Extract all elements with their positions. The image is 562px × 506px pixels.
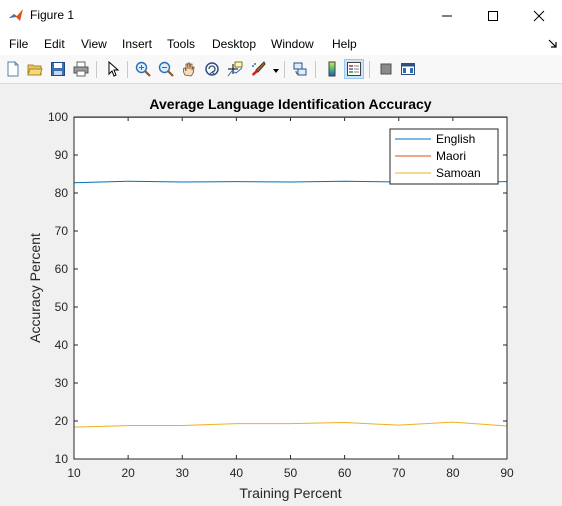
brush-icon <box>252 61 266 76</box>
legend[interactable]: English Maori Samoan <box>389 128 499 185</box>
matlab-logo-icon <box>9 9 23 21</box>
y-tick-label: 20 <box>55 414 69 428</box>
axes-box <box>73 116 508 460</box>
plot-area[interactable]: 10 20 30 40 50 60 70 80 90102030405060708090100 … <box>0 84 562 506</box>
window-title: Figure 1 <box>30 8 75 22</box>
x-tick-label: 70 <box>392 466 406 480</box>
x-tick-label: 10 <box>67 466 81 480</box>
data-cursor-icon <box>227 61 243 77</box>
zoom-out-icon <box>158 61 174 77</box>
series-line-samoan <box>73 421 508 428</box>
data-cursor-button[interactable] <box>225 59 245 79</box>
figure-canvas: 10 20 30 40 50 60 70 80 90 10 20 30 40 50 60 70 80 90 100 … <box>0 84 562 506</box>
minimize-button[interactable] <box>424 0 470 31</box>
pointer-icon <box>108 61 120 77</box>
link-plot-button[interactable] <box>290 59 310 79</box>
hide-plot-tools-icon <box>380 63 392 75</box>
link-plot-icon <box>293 62 307 76</box>
menu-edit[interactable]: Edit <box>44 37 65 51</box>
save-button[interactable] <box>48 59 68 79</box>
y-tick-label: 70 <box>55 224 69 238</box>
rotate-3d-button[interactable] <box>202 59 222 79</box>
new-figure-button[interactable] <box>3 59 23 79</box>
legend-icon <box>347 62 361 76</box>
x-tick-label: 60 <box>338 466 352 480</box>
x-axis-label: Training Percent <box>239 485 341 501</box>
close-button[interactable] <box>516 0 562 31</box>
maximize-icon <box>488 10 498 21</box>
zoom-in-icon <box>135 61 151 77</box>
y-tick-label: 10 <box>55 452 69 466</box>
rotate-3d-icon <box>205 62 219 76</box>
x-tick-label: 80 <box>446 466 460 480</box>
y-axis-label: Accuracy Percent <box>27 233 43 343</box>
y-tick-label: 100 <box>48 110 68 124</box>
y-tick-label: 50 <box>55 300 69 314</box>
legend-label-maori: Maori <box>436 149 466 163</box>
print-button[interactable] <box>71 59 91 79</box>
menu-view[interactable]: View <box>81 37 107 51</box>
axis-ticks: 10 20 30 40 50 60 70 80 90 10 20 30 40 50 60 70 80 90 100 <box>48 110 514 480</box>
open-file-button[interactable] <box>25 59 45 79</box>
zoom-out-button[interactable] <box>156 59 176 79</box>
y-tick-label: 40 <box>55 338 69 352</box>
legend-label-english: English <box>436 132 475 146</box>
menu-tools[interactable]: Tools <box>167 37 196 51</box>
print-icon <box>73 61 89 77</box>
open-file-icon <box>27 64 43 76</box>
menu-desktop[interactable]: Desktop <box>212 37 257 51</box>
menu-help[interactable]: Help <box>332 37 357 51</box>
y-tick-label: 90 <box>55 148 69 162</box>
colorbar-icon <box>328 61 336 77</box>
x-tick-label: 40 <box>230 466 244 480</box>
y-tick-label: 30 <box>55 376 69 390</box>
x-tick-label: 30 <box>176 466 190 480</box>
chart-title: Average Language Identification Accuracy <box>149 96 431 112</box>
legend-label-samoan: Samoan <box>436 166 481 180</box>
pan-icon <box>182 62 195 77</box>
x-tick-label: 50 <box>284 466 298 480</box>
dock-figure-icon[interactable] <box>548 39 558 49</box>
y-tick-label: 60 <box>55 262 69 276</box>
legend-button[interactable] <box>344 59 364 79</box>
menu-insert[interactable]: Insert <box>122 37 153 51</box>
zoom-in-button[interactable] <box>133 59 153 79</box>
figure-toolbar <box>0 55 562 84</box>
pointer-button[interactable] <box>103 59 123 79</box>
menu-window[interactable]: Window <box>271 37 314 51</box>
show-plot-tools-icon <box>401 63 415 75</box>
chevron-down-icon[interactable] <box>273 69 279 73</box>
pan-button[interactable] <box>179 59 199 79</box>
close-icon <box>533 10 545 21</box>
brush-button[interactable] <box>248 59 268 79</box>
save-icon <box>51 62 65 76</box>
maximize-button[interactable] <box>470 0 516 31</box>
colorbar-button[interactable] <box>322 59 342 79</box>
x-tick-label: 90 <box>500 466 514 480</box>
hide-plot-tools-button[interactable] <box>376 59 396 79</box>
x-tick-label: 20 <box>121 466 135 480</box>
menu-file[interactable]: File <box>9 37 29 51</box>
minimize-icon <box>442 15 452 16</box>
show-plot-tools-button[interactable] <box>398 59 418 79</box>
new-figure-icon <box>7 61 19 77</box>
y-tick-label: 80 <box>55 186 69 200</box>
window-titlebar: Figure 1 <box>0 0 562 31</box>
menu-bar: File Edit View Insert Tools Desktop Wind… <box>0 31 562 55</box>
